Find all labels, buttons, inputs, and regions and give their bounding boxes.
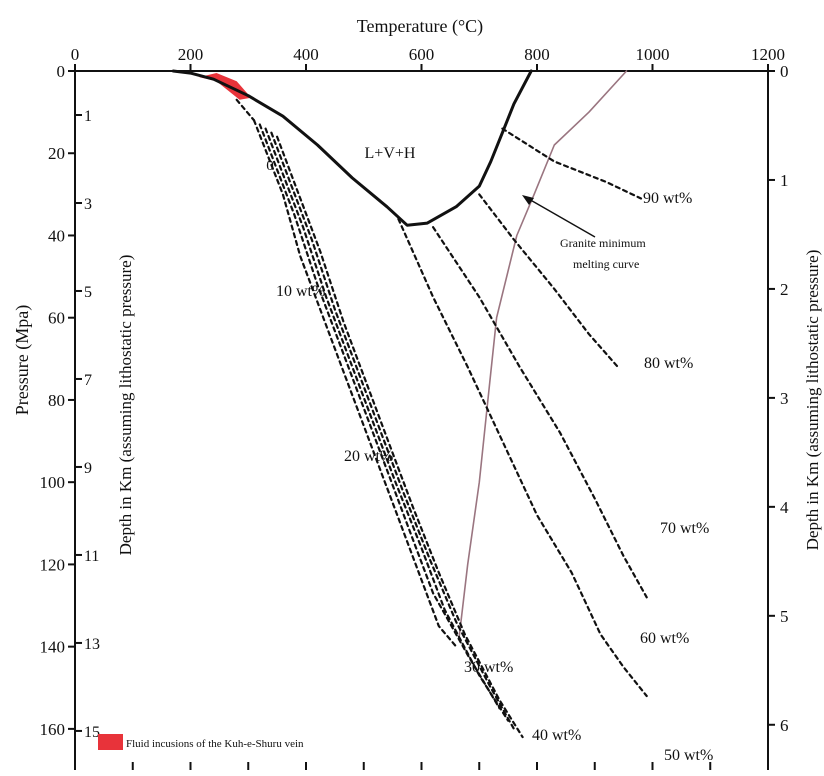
series-label: 70 wt% — [660, 520, 709, 537]
x-tick-label: 600 — [409, 45, 435, 64]
series-line-0 — [235, 98, 256, 122]
series-line-20-wt — [258, 123, 501, 710]
x-tick-label: 200 — [178, 45, 204, 64]
series-line-80-wt — [478, 193, 619, 369]
y-tick-label: 160 — [40, 720, 66, 739]
y-tick-label: 0 — [57, 62, 66, 81]
series-line-70-wt — [432, 226, 648, 599]
x-tick-label: 0 — [71, 45, 80, 64]
right-depth-tick-label: 6 — [780, 716, 789, 735]
series-line-90-wt — [501, 127, 643, 200]
right-depth-tick-label: 2 — [780, 280, 789, 299]
x-tick-label: 1200 — [751, 45, 785, 64]
inner-depth-tick-label: 11 — [84, 548, 99, 565]
right-axis-title: Depth in Km (assuming lithostatic pressu… — [803, 250, 822, 551]
legend-label: Fluid incusions of the Kuh-e-Shuru vein — [126, 738, 304, 750]
series-line-l-v-h — [171, 69, 533, 227]
inner-depth-tick-label: 3 — [84, 196, 92, 213]
y-tick-label: 80 — [48, 391, 65, 410]
series-label: 50 wt% — [664, 747, 713, 764]
phase-label: L+V+H — [365, 145, 416, 162]
right-depth-tick-label: 3 — [780, 389, 789, 408]
series-label: 40 wt% — [532, 727, 581, 744]
inner-depth-tick-label: 7 — [84, 372, 92, 389]
y-tick-label: 140 — [40, 638, 66, 657]
inner-depth-tick-label: 15 — [84, 724, 100, 741]
x-tick-label: 800 — [524, 45, 550, 64]
y-tick-label: 100 — [40, 473, 66, 492]
x-tick-label: 400 — [293, 45, 319, 64]
right-depth-tick-label: 5 — [780, 607, 789, 626]
series-label: 80 wt% — [644, 355, 693, 372]
legend-swatch — [98, 734, 123, 750]
series-line-40-wt — [270, 131, 515, 730]
y-axis-title: Pressure (Mpa) — [12, 305, 33, 415]
y-tick-label: 60 — [48, 309, 65, 328]
inner-depth-axis-title: Depth in Km (assuming lithostatic pressu… — [116, 255, 135, 556]
x-axis-title: Temperature (°C) — [357, 16, 483, 37]
chart-layer: 0 200 400 600 800 1000 12000204060801001201401… — [40, 45, 789, 770]
series-label: 60 wt% — [640, 630, 689, 647]
inner-depth-tick-label: 13 — [84, 636, 100, 653]
right-depth-tick-label: 1 — [780, 171, 789, 190]
granite-label-line1: Granite minimum — [560, 236, 646, 250]
y-tick-label: 120 — [40, 555, 66, 574]
inner-depth-tick-label: 1 — [84, 108, 92, 125]
series-label: 10 wt% — [276, 283, 325, 300]
y-tick-label: 20 — [48, 144, 65, 163]
inner-depth-tick-label: 9 — [84, 460, 92, 477]
inner-depth-tick-label: 5 — [84, 284, 92, 301]
granite-label-line2: melting curve — [573, 257, 639, 271]
granite-arrow-head — [522, 195, 534, 205]
series-label: 20 wt% — [344, 448, 393, 465]
zero-label: 0 — [266, 158, 274, 174]
series-line-granite-minimum-melting-curve — [458, 70, 628, 640]
y-tick-label: 40 — [48, 226, 65, 245]
series-label: 90 wt% — [643, 190, 692, 207]
series-line-30-wt — [264, 127, 510, 722]
series-line-50-wt — [276, 135, 524, 739]
right-depth-tick-label: 0 — [780, 62, 789, 81]
series-line-10-wt — [252, 119, 458, 648]
granite-arrow-line — [526, 197, 596, 238]
series-line-60-wt — [397, 217, 648, 698]
series-label: 30 wt% — [464, 659, 513, 676]
x-tick-label: 1000 — [636, 45, 670, 64]
right-depth-tick-label: 4 — [780, 498, 789, 517]
